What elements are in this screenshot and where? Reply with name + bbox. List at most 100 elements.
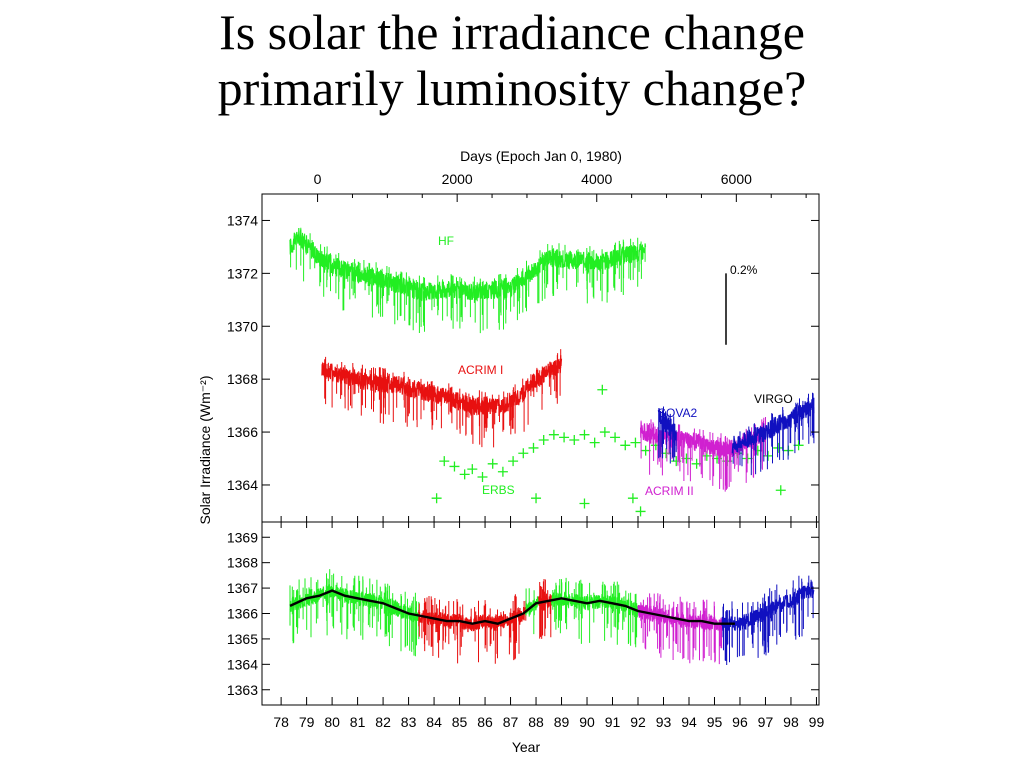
erbs-point	[518, 448, 529, 459]
erbs-point	[773, 442, 784, 453]
top-tick-label: 4000	[581, 171, 612, 187]
erbs-point	[589, 437, 600, 448]
x-tick-label: 86	[477, 714, 493, 730]
y-tick-label: 1368	[227, 555, 258, 571]
label-virgo: VIRGO	[754, 392, 793, 406]
erbs-point	[627, 493, 638, 504]
x-tick-label: 80	[324, 714, 340, 730]
virgo-series	[731, 399, 815, 454]
x-tick-label: 90	[579, 714, 595, 730]
composite-segment-spikes	[722, 575, 814, 665]
y-tick-label: 1368	[227, 371, 258, 387]
x-axis-title: Year	[512, 739, 541, 755]
top-panel-marks	[289, 227, 815, 517]
composite-segment	[289, 584, 420, 623]
erbs-point	[439, 456, 450, 467]
erbs-point	[449, 461, 460, 472]
y-tick-label: 1374	[227, 212, 258, 228]
y-tick-label: 1367	[227, 580, 258, 596]
erbs-point	[597, 384, 608, 395]
bottom-panel-marks	[289, 569, 815, 665]
y-tick-label: 1370	[227, 318, 258, 334]
y-tick-label: 1364	[227, 477, 258, 493]
y-tick-label: 1372	[227, 265, 258, 281]
chart-axes: 78 79 80 81 82 83 84 85 86 87 88 89 90 91 92 93 94 95 96 97…	[227, 171, 825, 730]
x-tick-label: 78	[273, 714, 289, 730]
x-tick-label: 94	[681, 714, 697, 730]
erbs-point	[477, 472, 488, 483]
erbs-point	[775, 485, 786, 496]
label-sova2: SOVA2	[658, 406, 697, 420]
erbs-point	[640, 445, 651, 456]
erbs-point	[548, 429, 559, 440]
erbs-point	[579, 429, 590, 440]
erbs-point	[599, 427, 610, 438]
y-tick-label: 1363	[227, 682, 258, 698]
x-tick-label: 89	[554, 714, 570, 730]
top-axis-title: Days (Epoch Jan 0, 1980)	[460, 148, 622, 164]
x-tick-label: 95	[707, 714, 723, 730]
composite-segment-spikes	[552, 577, 638, 648]
sova2-series	[657, 407, 677, 441]
erbs-point	[508, 456, 519, 467]
composite-segment	[637, 604, 723, 631]
erbs-point	[528, 442, 539, 453]
y-tick-label: 1364	[227, 656, 258, 672]
x-tick-label: 88	[528, 714, 544, 730]
y-tick-label: 1366	[227, 606, 258, 622]
y-axis-title: Solar Irradiance (Wm⁻²)	[197, 376, 213, 525]
erbs-point	[610, 432, 621, 443]
top-panel-frame	[261, 193, 820, 523]
erbs-point	[559, 432, 570, 443]
erbs-point	[569, 435, 580, 445]
composite-segment	[418, 606, 527, 632]
erbs-point	[635, 506, 646, 517]
top-tick-label: 2000	[442, 171, 473, 187]
x-tick-label: 97	[758, 714, 774, 730]
x-tick-label: 98	[783, 714, 799, 730]
hf-spikes	[290, 227, 646, 334]
slide-title-line-1: Is solar the irradiance change	[219, 4, 805, 60]
erbs-point	[431, 493, 442, 504]
y-tick-label: 1369	[227, 529, 258, 545]
x-tick-label: 83	[401, 714, 417, 730]
slide-title: Is solar the irradiance change primarily…	[0, 4, 1024, 130]
x-tick-label: 92	[630, 714, 646, 730]
x-tick-label: 93	[656, 714, 672, 730]
erbs-point	[630, 437, 641, 448]
erbs-point	[579, 498, 590, 509]
x-tick-label: 79	[299, 714, 315, 730]
label-acrim-1: ACRIM I	[458, 363, 503, 377]
acrim-i-series	[321, 355, 563, 415]
top-tick-label: 6000	[721, 171, 752, 187]
erbs-point	[538, 435, 549, 445]
x-tick-label: 87	[503, 714, 519, 730]
x-tick-label: 82	[375, 714, 391, 730]
x-tick-label: 81	[350, 714, 366, 730]
composite-segment	[721, 581, 815, 632]
top-tick-label: 0	[314, 171, 322, 187]
scale-bar-label: 0.2%	[730, 263, 758, 277]
label-hf: HF	[438, 234, 454, 248]
x-tick-label: 99	[809, 714, 825, 730]
x-tick-label: 85	[452, 714, 468, 730]
x-tick-label: 91	[605, 714, 621, 730]
composite-segment	[550, 591, 639, 618]
y-tick-label: 1366	[227, 424, 258, 440]
erbs-point	[763, 450, 774, 461]
x-tick-label: 96	[732, 714, 748, 730]
hf-series	[289, 227, 647, 302]
erbs-point	[467, 464, 478, 475]
label-acrim-2: ACRIM II	[645, 484, 694, 498]
y-tick-label: 1365	[227, 631, 258, 647]
erbs-point	[497, 466, 508, 477]
x-tick-label: 84	[426, 714, 442, 730]
smoothed-composite-line	[289, 589, 735, 625]
erbs-point	[531, 493, 542, 504]
slide-title-line-2: primarily luminosity change?	[217, 60, 807, 116]
erbs-point	[620, 440, 631, 451]
erbs-point	[459, 469, 470, 480]
label-erbs: ERBS	[482, 483, 515, 497]
erbs-point	[487, 458, 498, 469]
